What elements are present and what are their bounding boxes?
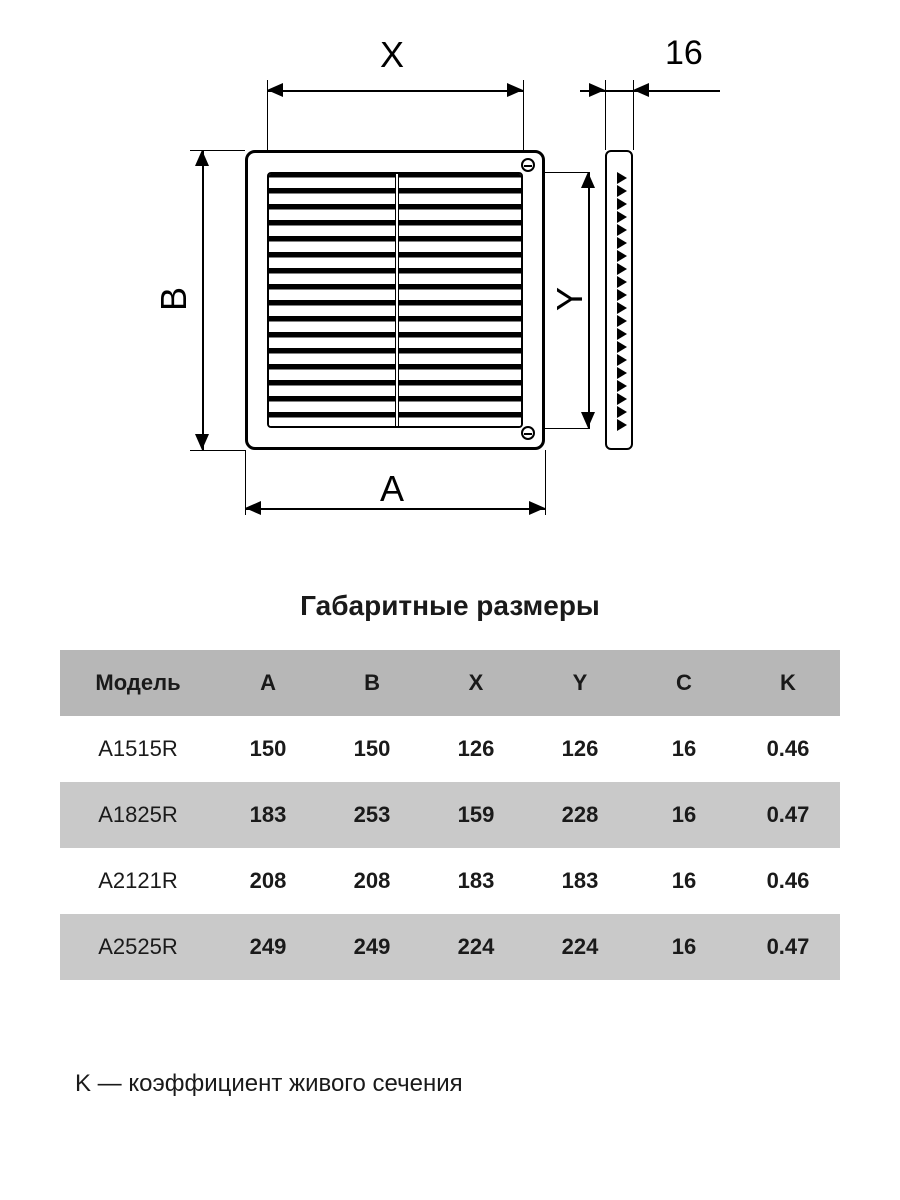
- side-tooth: [617, 380, 631, 392]
- arrow-icon: [633, 83, 649, 97]
- cell-value: 16: [632, 848, 736, 914]
- side-tooth: [617, 237, 631, 249]
- dim-label-depth: 16: [665, 34, 703, 73]
- table-row: A1515R150150126126160.46: [60, 716, 840, 782]
- side-tooth: [617, 172, 631, 184]
- col-header-y: Y: [528, 650, 632, 716]
- dimensions-table: МодельABXYCK A1515R150150126126160.46A18…: [60, 650, 840, 980]
- side-tooth: [617, 302, 631, 314]
- side-tooth: [617, 263, 631, 275]
- grille-center-bar: [395, 174, 399, 426]
- table-row: A2525R249249224224160.47: [60, 914, 840, 980]
- side-tooth: [617, 328, 631, 340]
- cell-value: 183: [424, 848, 528, 914]
- dim-label-y: Y: [549, 287, 591, 311]
- ext-line: [545, 428, 590, 429]
- cell-value: 0.46: [736, 716, 840, 782]
- cell-value: 159: [424, 782, 528, 848]
- cell-value: 16: [632, 782, 736, 848]
- dim-label-x: X: [380, 34, 404, 76]
- arrow-icon: [581, 412, 595, 428]
- arrow-icon: [581, 172, 595, 188]
- side-tooth: [617, 406, 631, 418]
- side-tooth: [617, 367, 631, 379]
- col-header-a: A: [216, 650, 320, 716]
- side-tooth: [617, 393, 631, 405]
- table-row: A1825R183253159228160.47: [60, 782, 840, 848]
- dim-line: [202, 150, 204, 450]
- cell-value: 249: [320, 914, 424, 980]
- side-tooth: [617, 289, 631, 301]
- cell-value: 150: [216, 716, 320, 782]
- cell-value: 183: [528, 848, 632, 914]
- dim-label-b: B: [153, 287, 195, 311]
- cell-value: 150: [320, 716, 424, 782]
- ext-line: [545, 450, 546, 515]
- side-tooth: [617, 185, 631, 197]
- cell-value: 0.46: [736, 848, 840, 914]
- grille-louvers: [267, 172, 523, 428]
- cell-model: A2525R: [60, 914, 216, 980]
- dim-label-a: A: [380, 468, 404, 510]
- ext-line: [190, 450, 245, 451]
- cell-value: 126: [424, 716, 528, 782]
- side-tooth: [617, 315, 631, 327]
- cell-value: 16: [632, 914, 736, 980]
- col-header-k: K: [736, 650, 840, 716]
- cell-model: A1825R: [60, 782, 216, 848]
- cell-value: 16: [632, 716, 736, 782]
- screw-icon: [521, 426, 535, 440]
- cell-value: 208: [320, 848, 424, 914]
- cell-value: 0.47: [736, 914, 840, 980]
- dim-line: [588, 172, 590, 428]
- side-tooth: [617, 211, 631, 223]
- col-header-x: X: [424, 650, 528, 716]
- cell-value: 126: [528, 716, 632, 782]
- dim-line: [245, 508, 545, 510]
- col-header-c: C: [632, 650, 736, 716]
- table-row: A2121R208208183183160.46: [60, 848, 840, 914]
- grille-side-view: [605, 150, 633, 450]
- side-tooth: [617, 419, 631, 431]
- cell-model: A2121R: [60, 848, 216, 914]
- table-header-row: МодельABXYCK: [60, 650, 840, 716]
- arrow-icon: [507, 83, 523, 97]
- side-tooth: [617, 341, 631, 353]
- footnote: K — коэффициент живого сечения: [75, 1070, 463, 1098]
- cell-value: 228: [528, 782, 632, 848]
- cell-model: A1515R: [60, 716, 216, 782]
- arrow-icon: [245, 501, 261, 515]
- cell-value: 224: [528, 914, 632, 980]
- col-header-b: B: [320, 650, 424, 716]
- side-tooth: [617, 198, 631, 210]
- arrow-icon: [195, 150, 209, 166]
- screw-icon: [521, 158, 535, 172]
- cell-value: 0.47: [736, 782, 840, 848]
- dim-line: [267, 90, 523, 92]
- side-tooth: [617, 276, 631, 288]
- side-tooth: [617, 224, 631, 236]
- col-header-model: Модель: [60, 650, 216, 716]
- side-tooth: [617, 250, 631, 262]
- cell-value: 253: [320, 782, 424, 848]
- arrow-icon: [529, 501, 545, 515]
- cell-value: 224: [424, 914, 528, 980]
- ext-line: [523, 80, 524, 150]
- cell-value: 183: [216, 782, 320, 848]
- cell-value: 208: [216, 848, 320, 914]
- technical-diagram: X 16 B Y A: [150, 50, 750, 550]
- arrow-icon: [589, 83, 605, 97]
- arrow-icon: [195, 434, 209, 450]
- cell-value: 249: [216, 914, 320, 980]
- side-tooth: [617, 354, 631, 366]
- arrow-icon: [267, 83, 283, 97]
- section-title: Габаритные размеры: [0, 590, 900, 622]
